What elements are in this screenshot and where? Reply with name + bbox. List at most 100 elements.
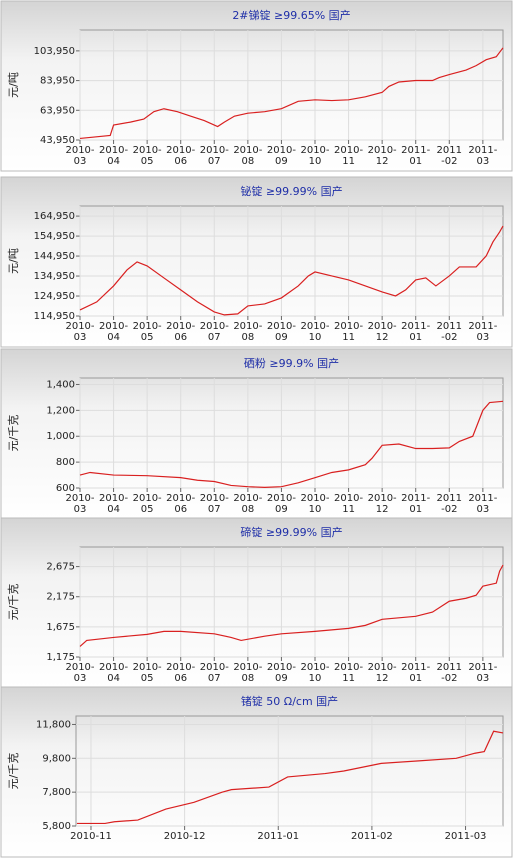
chart-title: 铋锭 ≥99.99% 国产 — [240, 184, 342, 198]
x-tick-label: 2010-08 — [233, 321, 262, 343]
x-tick-label-line: 2010- — [233, 145, 262, 156]
x-tick-label-line: 07 — [208, 673, 221, 684]
x-tick-label: 2010-10 — [300, 321, 329, 343]
x-tick-label-line: 07 — [208, 504, 221, 515]
x-tick-label-line: 2010- — [200, 321, 229, 332]
x-tick-label: 2011-03 — [468, 145, 497, 167]
x-tick-label-line: 2010- — [133, 662, 162, 673]
y-tick-label: 124,950 — [34, 291, 75, 302]
x-tick-label-line: 05 — [141, 673, 154, 684]
x-tick-label: 2010-08 — [233, 493, 262, 515]
x-tick-label-line: 06 — [174, 673, 187, 684]
x-tick-label-line: 11 — [342, 332, 355, 343]
x-tick-label-line: 2010- — [267, 662, 296, 673]
x-tick-label: 2010-03 — [65, 145, 94, 167]
x-tick-label-line: 2011-02 — [351, 831, 393, 842]
data-line — [79, 225, 504, 316]
x-tick-label-line: 2011- — [401, 493, 430, 504]
x-tick-label-line: 06 — [174, 156, 187, 167]
x-tick-label-line: 2011- — [468, 493, 497, 504]
x-tick-label-line: 2010- — [200, 493, 229, 504]
x-tick-label-line: -02 — [441, 673, 457, 684]
x-tick-label-line: 11 — [342, 673, 355, 684]
y-tick-label: 1,675 — [46, 622, 75, 633]
y-tick-label: 154,950 — [34, 231, 75, 242]
x-tick-label-line: 2010-11 — [70, 831, 112, 842]
x-tick-label-line: 2010- — [65, 493, 94, 504]
chart-title: 碲锭 ≥99.99% 国产 — [240, 525, 342, 539]
x-tick-label-line: 2010- — [233, 662, 262, 673]
x-tick-label: 2010-07 — [200, 662, 229, 684]
x-tick-label-line: 2010- — [368, 662, 397, 673]
x-tick-label-line: 2011-03 — [445, 831, 487, 842]
x-tick-label-line: 2010- — [233, 493, 262, 504]
x-tick-label: 2010-10 — [300, 493, 329, 515]
y-tick-label: 1,400 — [46, 379, 75, 390]
x-tick-label-line: 04 — [107, 156, 120, 167]
x-tick-label-line: 2010- — [267, 321, 296, 332]
y-tick-label: 5,800 — [42, 821, 71, 832]
x-tick-label: 2010-03 — [65, 321, 94, 343]
x-tick-label-line: 01 — [409, 673, 422, 684]
x-tick-label: 2010-04 — [99, 493, 128, 515]
x-tick-label: 2010-05 — [133, 321, 162, 343]
x-tick-label-line: 11 — [342, 156, 355, 167]
x-tick-label-line: 2010- — [99, 493, 128, 504]
x-tick-label-line: 10 — [309, 673, 322, 684]
x-tick-label-line: 2010- — [267, 145, 296, 156]
x-tick-label-line: 04 — [107, 332, 120, 343]
x-tick-label-line: 06 — [174, 504, 187, 515]
x-tick-label: 2011-01 — [401, 662, 430, 684]
x-tick-label-line: 2010- — [300, 493, 329, 504]
x-tick-label: 2011-02 — [437, 145, 462, 167]
x-tick-label-line: -02 — [441, 156, 457, 167]
y-tick-label: 43,950 — [40, 135, 75, 146]
x-tick-label-line: 2010-12 — [164, 831, 206, 842]
x-tick-label-line: 2011-01 — [257, 831, 299, 842]
x-tick-label-line: 03 — [476, 504, 489, 515]
x-tick-label: 2010-04 — [99, 321, 128, 343]
x-tick-label-line: 2010- — [300, 145, 329, 156]
panel — [0, 517, 513, 689]
x-tick-label: 2010-06 — [166, 145, 195, 167]
x-tick-label: 2010-03 — [65, 493, 94, 515]
x-tick-label-line: 08 — [241, 156, 254, 167]
x-tick-label-line: 2010- — [133, 145, 162, 156]
x-tick-label-line: 2010- — [200, 662, 229, 673]
x-tick-label-line: 09 — [275, 673, 288, 684]
x-tick-label-line: 03 — [476, 673, 489, 684]
x-tick-label-line: 2010- — [233, 321, 262, 332]
x-tick-label: 2011-03 — [468, 493, 497, 515]
x-tick-label-line: 2010- — [65, 662, 94, 673]
x-tick-label-line: 2010- — [334, 662, 363, 673]
x-tick-label-line: 2010- — [99, 145, 128, 156]
x-tick-label-line: 2010- — [300, 662, 329, 673]
y-tick-label: 1,200 — [46, 405, 75, 416]
x-tick-label: 2010-12 — [368, 321, 397, 343]
y-tick-label: 7,800 — [42, 787, 71, 798]
x-tick-label: 2010-04 — [99, 145, 128, 167]
x-tick-label-line: 12 — [376, 156, 389, 167]
x-tick-label-line: 2010- — [99, 662, 128, 673]
x-tick-label-line: -02 — [441, 332, 457, 343]
x-tick-label: 2010-12 — [368, 662, 397, 684]
x-tick-label: 2010-09 — [267, 662, 296, 684]
x-tick-label-line: 2010- — [133, 321, 162, 332]
x-tick-label-line: 05 — [141, 156, 154, 167]
y-tick-label: 164,950 — [34, 211, 75, 222]
x-tick-label: 2010-07 — [200, 145, 229, 167]
y-axis-label: 元/千克 — [7, 415, 20, 452]
y-axis-label: 元/千克 — [7, 753, 20, 790]
x-tick-label: 2010-09 — [267, 145, 296, 167]
x-tick-label: 2011-02 — [437, 321, 462, 343]
x-tick-label-line: 2010- — [267, 493, 296, 504]
panel — [0, 0, 513, 172]
x-tick-label: 2010-03 — [65, 662, 94, 684]
data-line — [79, 47, 504, 140]
x-tick-label-line: 11 — [342, 504, 355, 515]
x-tick-label-line: 2010- — [368, 145, 397, 156]
chart-title: 锗锭 50 Ω/cm 国产 — [241, 694, 338, 708]
x-tick-label: 2010-12 — [368, 493, 397, 515]
x-tick-label: 2011-02 — [351, 831, 393, 842]
x-tick-label: 2010-06 — [166, 493, 195, 515]
